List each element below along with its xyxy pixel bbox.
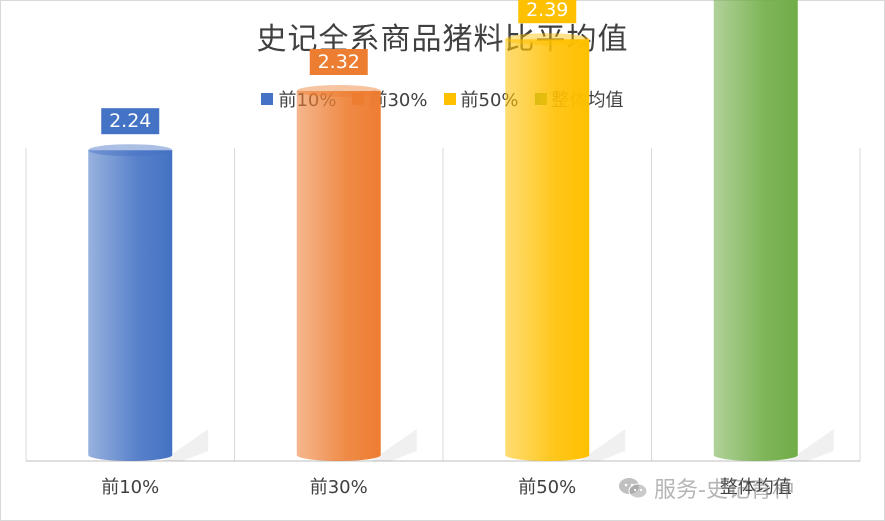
bar-3 (713, 0, 798, 461)
data-label: 2.32 (318, 51, 360, 73)
bar-shadow (579, 429, 626, 461)
bar-shadow (787, 429, 834, 461)
legend-swatch-top50 (443, 93, 456, 105)
data-label: 2.24 (109, 110, 151, 132)
data-label: 2.39 (526, 0, 568, 21)
wechat-icon (619, 478, 648, 499)
bar-1 (296, 91, 381, 461)
x-tick-label: 前50% (518, 477, 576, 498)
x-tick-label: 前30% (310, 477, 368, 498)
legend-label-top50: 前50% (460, 90, 519, 111)
legend-label-top30: 前30% (369, 90, 428, 111)
data-label-box (309, 49, 368, 75)
x-tick-label: 整体均值 (720, 477, 792, 498)
watermark-text: 服务-史记育种 (654, 478, 794, 503)
legend-swatch-top10 (261, 93, 274, 105)
data-label-box (101, 108, 160, 135)
bar-cap (88, 144, 173, 157)
data-label-box (518, 0, 577, 24)
bar-cap (296, 85, 381, 97)
watermark: 服务-史记育种 (618, 472, 794, 504)
bar-cap (505, 33, 590, 46)
bar-shadow (162, 429, 209, 461)
legend-item-top50: 前50% (443, 86, 519, 112)
bar-2 (505, 39, 590, 461)
bar-0 (88, 150, 173, 461)
bar-shadow (370, 429, 417, 461)
x-tick-label: 前10% (101, 477, 159, 498)
